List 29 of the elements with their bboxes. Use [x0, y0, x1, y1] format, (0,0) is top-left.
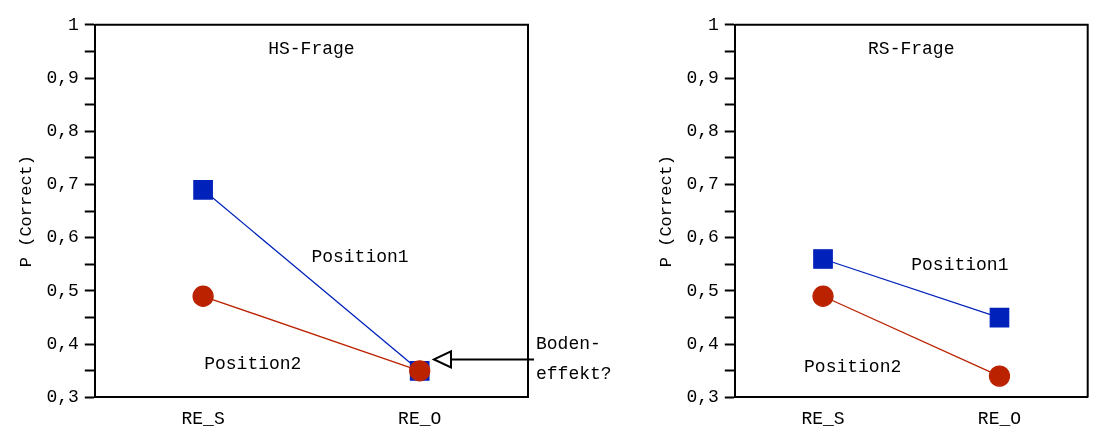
text: HS-Frage [268, 38, 355, 59]
text: Boden- effekt? [536, 334, 612, 385]
x-tick-label: RE_O [398, 408, 442, 429]
y-tick-label: 0,5 [46, 280, 79, 301]
y-tick-label: 1 [707, 14, 719, 35]
series-label: Position1 [911, 255, 1009, 276]
y-tick-label: 0,6 [46, 227, 79, 248]
y-tick-label: 0,9 [46, 67, 79, 88]
text: RS-Frage [868, 38, 955, 59]
y-tick-label: 0,7 [686, 174, 719, 195]
y-tick-label: 0,4 [686, 333, 719, 354]
y-axis-title: P (Correct) [656, 154, 676, 268]
y-tick-label: 0,9 [686, 67, 719, 88]
y-tick-label: 0,4 [46, 333, 79, 354]
x-tick-label: RE_O [977, 408, 1022, 429]
series-label: Position2 [804, 356, 902, 377]
y-tick-label: 0,5 [686, 280, 719, 301]
y-tick-label: 0,7 [46, 174, 79, 195]
y-tick-label: 0,3 [686, 387, 719, 408]
x-tick-label: RE_S [181, 408, 225, 429]
x-tick-label: RE_S [801, 408, 845, 429]
y-axis-title: P (Correct) [16, 154, 36, 268]
y-tick-label: 1 [67, 14, 79, 35]
y-tick-label: 0,3 [46, 387, 79, 408]
series-label: Position1 [311, 247, 409, 268]
series-label: Position2 [204, 354, 302, 375]
y-tick-label: 0,8 [686, 121, 719, 142]
y-tick-label: 0,8 [46, 121, 79, 142]
y-tick-label: 0,6 [686, 227, 719, 248]
